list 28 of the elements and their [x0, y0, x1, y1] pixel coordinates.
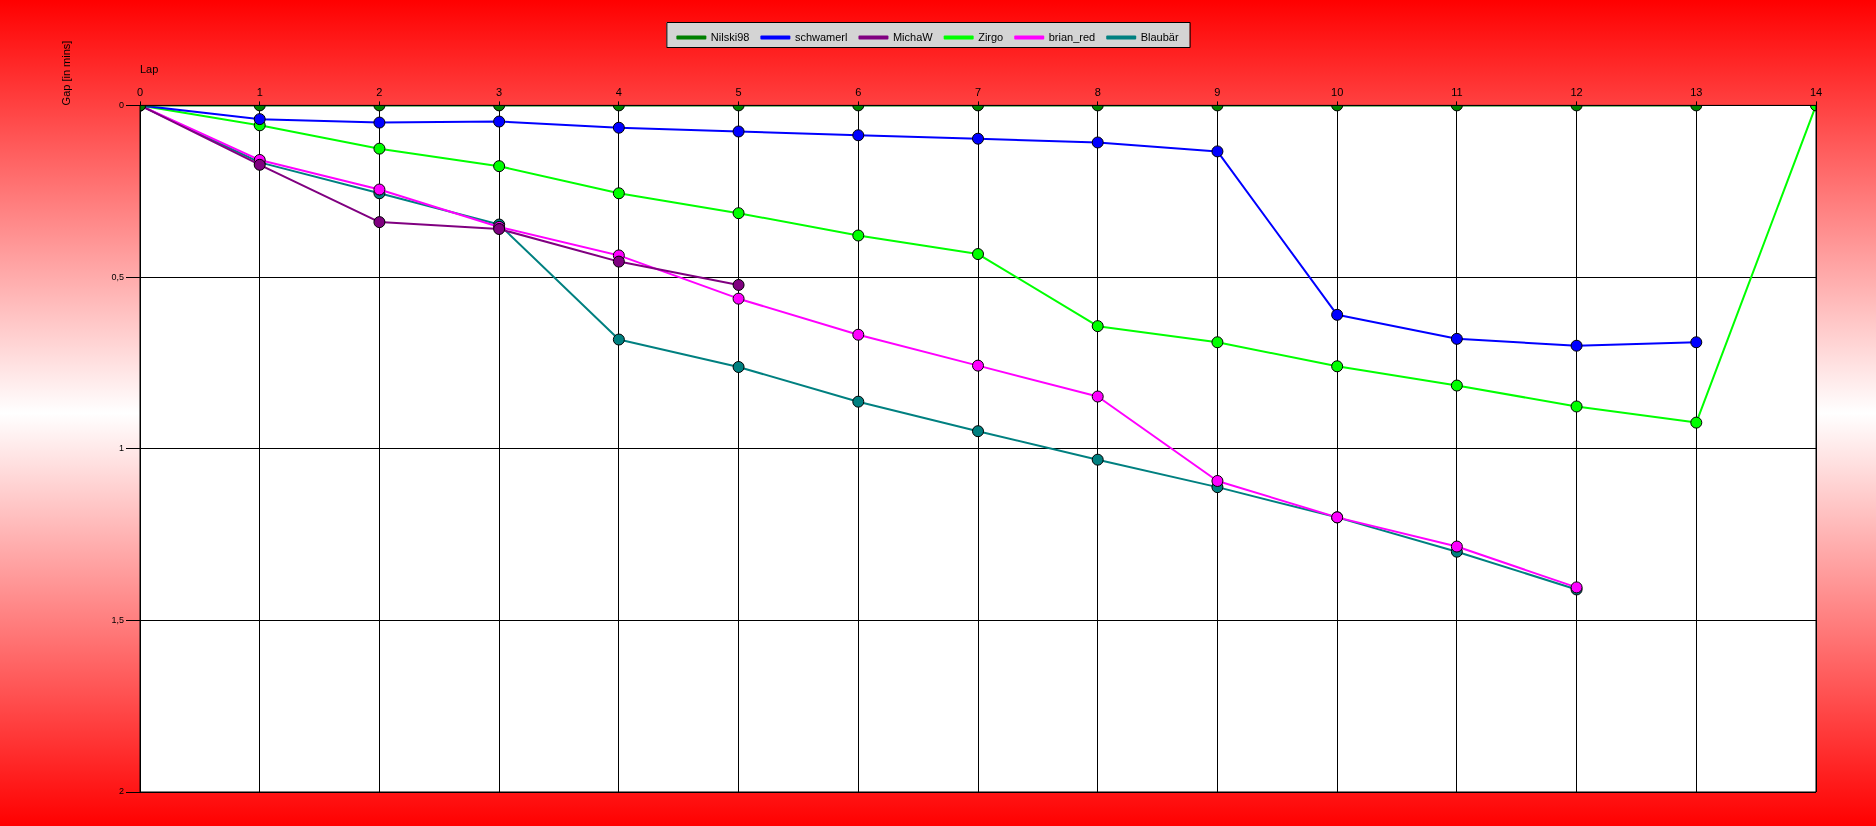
- y-tick-label: 1: [118, 443, 124, 454]
- y-tick-label: 0: [118, 99, 124, 110]
- x-tick-label: 5: [735, 85, 742, 98]
- y-axis-title: Gap [in mins]: [59, 40, 72, 106]
- x-tick-label: 7: [974, 85, 982, 98]
- x-tick-label: 3: [496, 85, 503, 98]
- x-tick-label: 13: [1690, 85, 1703, 98]
- x-tick-label: 11: [1451, 85, 1463, 98]
- x-axis-title: Lap: [140, 62, 159, 75]
- x-tick-label: 6: [855, 85, 862, 98]
- y-tick-label: 2: [118, 786, 124, 797]
- legend-label: schwamerl: [794, 30, 848, 43]
- x-tick-label: 2: [376, 85, 383, 98]
- y-tick-label: 1,5: [111, 614, 124, 625]
- x-tick-label: 12: [1570, 85, 1583, 98]
- legend-label: Zirgo: [978, 30, 1004, 43]
- legend-label: brian_red: [1048, 30, 1096, 43]
- x-tick-label: 4: [615, 85, 622, 98]
- y-tick-label: 0,5: [111, 271, 124, 282]
- legend-label: Blaubär: [1140, 30, 1179, 43]
- legend-label: MichaW: [892, 30, 934, 43]
- x-tick-label: 1: [256, 85, 263, 98]
- x-tick-label: 8: [1094, 85, 1101, 98]
- x-tick-label: 10: [1331, 85, 1344, 98]
- x-tick-label: 14: [1809, 85, 1823, 98]
- x-tick-label: 0: [136, 85, 144, 98]
- legend-label: Nilski98: [710, 30, 750, 43]
- x-tick-label: 9: [1214, 85, 1221, 98]
